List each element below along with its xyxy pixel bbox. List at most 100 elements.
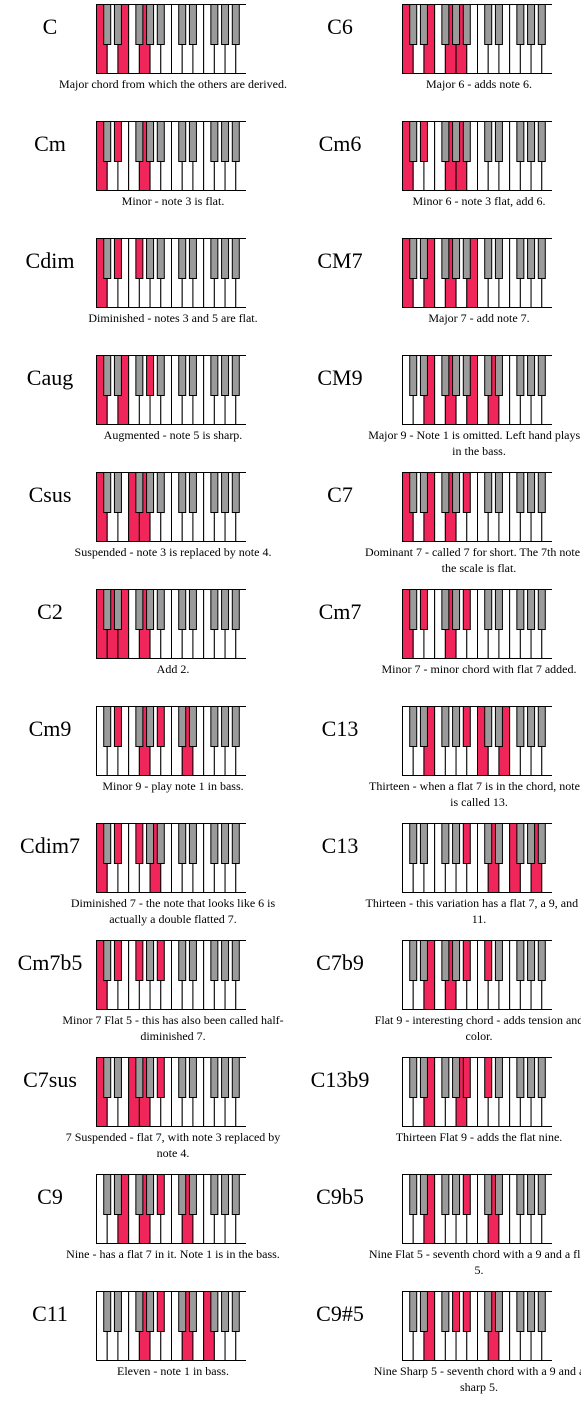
black-key (409, 706, 418, 747)
black-key (178, 1174, 187, 1215)
black-key-pressed (462, 940, 471, 981)
chord-name: C9#5 (316, 1301, 364, 1326)
chord-description: Eleven - note 1 in bass. (117, 1364, 229, 1378)
chord-card: C13 Thirteen - when a flat 7 is in the ch… (290, 702, 581, 819)
black-key (103, 1057, 112, 1098)
black-key (221, 355, 230, 396)
chord-name: Cm9 (28, 716, 72, 741)
black-key (178, 472, 187, 513)
chord-description: Suspended - note 3 is replaced by note 4… (74, 545, 272, 559)
black-key (527, 355, 536, 396)
black-key (210, 1057, 219, 1098)
black-key-pressed (135, 238, 144, 279)
black-key (494, 1174, 503, 1215)
black-key (537, 121, 546, 162)
black-key (188, 238, 197, 279)
black-key (409, 1174, 418, 1215)
black-key (178, 1291, 187, 1332)
black-key (527, 1291, 536, 1332)
black-key (210, 121, 219, 162)
black-key (231, 823, 240, 864)
black-key (188, 355, 197, 396)
piano-keyboard (96, 823, 248, 893)
chord-description: Minor 6 - note 3 flat, add 6. (412, 194, 546, 208)
black-key (146, 1057, 155, 1098)
black-key (146, 1174, 155, 1215)
black-key-pressed (462, 1057, 471, 1098)
chord-card: C9#5 Nine Sharp 5 - seventh chord with a … (290, 1287, 581, 1404)
chord-description: Diminished - notes 3 and 5 are flat. (88, 311, 258, 325)
black-key-pressed (156, 1174, 165, 1215)
black-key (178, 121, 187, 162)
black-key (441, 823, 450, 864)
black-key (516, 238, 525, 279)
black-key (409, 940, 418, 981)
black-key (156, 589, 165, 630)
black-key (135, 4, 144, 45)
black-key (188, 1291, 197, 1332)
black-key (452, 355, 461, 396)
chord-card: C2 Add 2. (0, 585, 290, 702)
black-key (537, 1291, 546, 1332)
black-key (146, 706, 155, 747)
black-key (537, 589, 546, 630)
black-key (135, 706, 144, 747)
black-key (210, 1291, 219, 1332)
chord-description: Nine Flat 5 - seventh chord with a 9 and… (368, 1247, 581, 1277)
chord-name: Cm7b5 (17, 950, 83, 975)
black-key (516, 589, 525, 630)
chord-card: C7 Dominant 7 - called 7 for short. The 7… (290, 468, 581, 585)
piano-keyboard (402, 4, 554, 74)
chord-card: Cdim7 Diminished 7 - the note that looks … (0, 819, 290, 936)
black-key (409, 238, 418, 279)
chord-description: Major 6 - adds note 6. (426, 77, 532, 91)
black-key (221, 706, 230, 747)
black-key (441, 238, 450, 279)
black-key (527, 589, 536, 630)
black-key (178, 4, 187, 45)
black-key (452, 823, 461, 864)
black-key-pressed (156, 1057, 165, 1098)
chord-description: Major 9 - Note 1 is omitted. Left hand p… (368, 428, 581, 458)
black-key (441, 589, 450, 630)
black-key (494, 121, 503, 162)
chord-card: Caug Augmented - note 5 is sharp. (0, 351, 290, 468)
black-key (135, 1291, 144, 1332)
black-key (494, 1057, 503, 1098)
black-key (516, 472, 525, 513)
piano-keyboard (96, 940, 248, 1010)
black-key (484, 1291, 493, 1332)
black-key (231, 706, 240, 747)
chord-name: CM7 (317, 248, 363, 273)
piano-keyboard (402, 355, 554, 425)
piano-keyboard (96, 1174, 248, 1244)
black-key (221, 589, 230, 630)
black-key-pressed (462, 472, 471, 513)
black-key (484, 472, 493, 513)
black-key (516, 706, 525, 747)
black-key (419, 238, 428, 279)
black-key (527, 4, 536, 45)
black-key (484, 355, 493, 396)
black-key (537, 940, 546, 981)
black-key (452, 121, 461, 162)
black-key (441, 355, 450, 396)
black-key (188, 472, 197, 513)
black-key (537, 355, 546, 396)
black-key (409, 121, 418, 162)
black-key (103, 1174, 112, 1215)
black-key (210, 589, 219, 630)
chord-name: Csus (28, 482, 72, 507)
black-key (135, 121, 144, 162)
black-key (178, 355, 187, 396)
chord-card: C7b9 Flat 9 - interesting chord - adds te… (290, 936, 581, 1053)
black-key (103, 238, 112, 279)
black-key (527, 238, 536, 279)
black-key (210, 472, 219, 513)
black-key (231, 940, 240, 981)
black-key-pressed (452, 1291, 461, 1332)
black-key (146, 472, 155, 513)
black-key (103, 1291, 112, 1332)
chord-name: C7b9 (316, 950, 364, 975)
black-key (409, 355, 418, 396)
